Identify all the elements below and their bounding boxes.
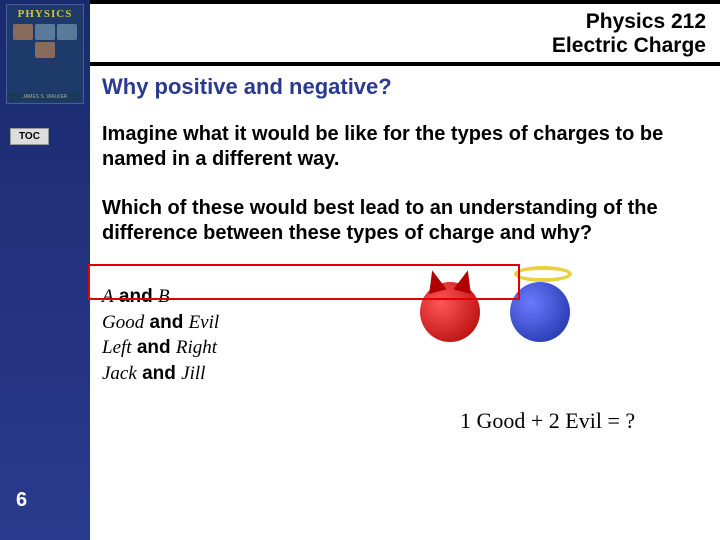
slide-container: PHYSICS JAMES S. WALKER TOC 6 Physics 21… (0, 0, 720, 540)
option-left: Left (102, 337, 132, 358)
charge-figures (420, 262, 660, 372)
book-author: JAMES S. WALKER (9, 93, 81, 101)
book-title: PHYSICS (7, 5, 83, 20)
sidebar: PHYSICS JAMES S. WALKER TOC 6 (0, 0, 90, 540)
thumb-icon (35, 42, 55, 58)
option-conj: and (150, 312, 184, 333)
main-content: Physics 212 Electric Charge Why positive… (90, 0, 720, 540)
blue-sphere-icon (510, 282, 570, 342)
option-conj: and (119, 286, 153, 307)
option-right: Right (176, 337, 217, 358)
option-right: Evil (189, 312, 220, 333)
book-thumbnail: PHYSICS JAMES S. WALKER (6, 4, 84, 104)
book-cover-images (7, 20, 83, 62)
page-number: 6 (16, 489, 27, 512)
course-code: Physics 212 (104, 10, 706, 34)
thumb-icon (35, 24, 55, 40)
paragraph-2: Which of these would best lead to an und… (102, 196, 702, 246)
paragraph-1: Imagine what it would be like for the ty… (102, 122, 702, 172)
slide-title: Why positive and negative? (102, 74, 702, 100)
horn-icon (423, 268, 446, 294)
option-right: Jill (181, 363, 205, 384)
halo-icon (514, 266, 572, 282)
horn-icon (453, 268, 476, 294)
thumb-icon (57, 24, 77, 40)
option-left: Jack (102, 363, 137, 384)
thumb-icon (13, 24, 33, 40)
slide-header: Physics 212 Electric Charge (90, 4, 720, 66)
option-left: Good (102, 312, 144, 333)
toc-button[interactable]: TOC (10, 128, 49, 145)
equation-text: 1 Good + 2 Evil = ? (460, 408, 635, 434)
option-conj: and (137, 337, 171, 358)
course-topic: Electric Charge (104, 34, 706, 58)
devil-sphere-icon (420, 282, 480, 342)
option-right: B (158, 286, 170, 307)
option-conj: and (142, 363, 176, 384)
angel-sphere-icon (510, 282, 570, 342)
option-left: A (102, 286, 114, 307)
